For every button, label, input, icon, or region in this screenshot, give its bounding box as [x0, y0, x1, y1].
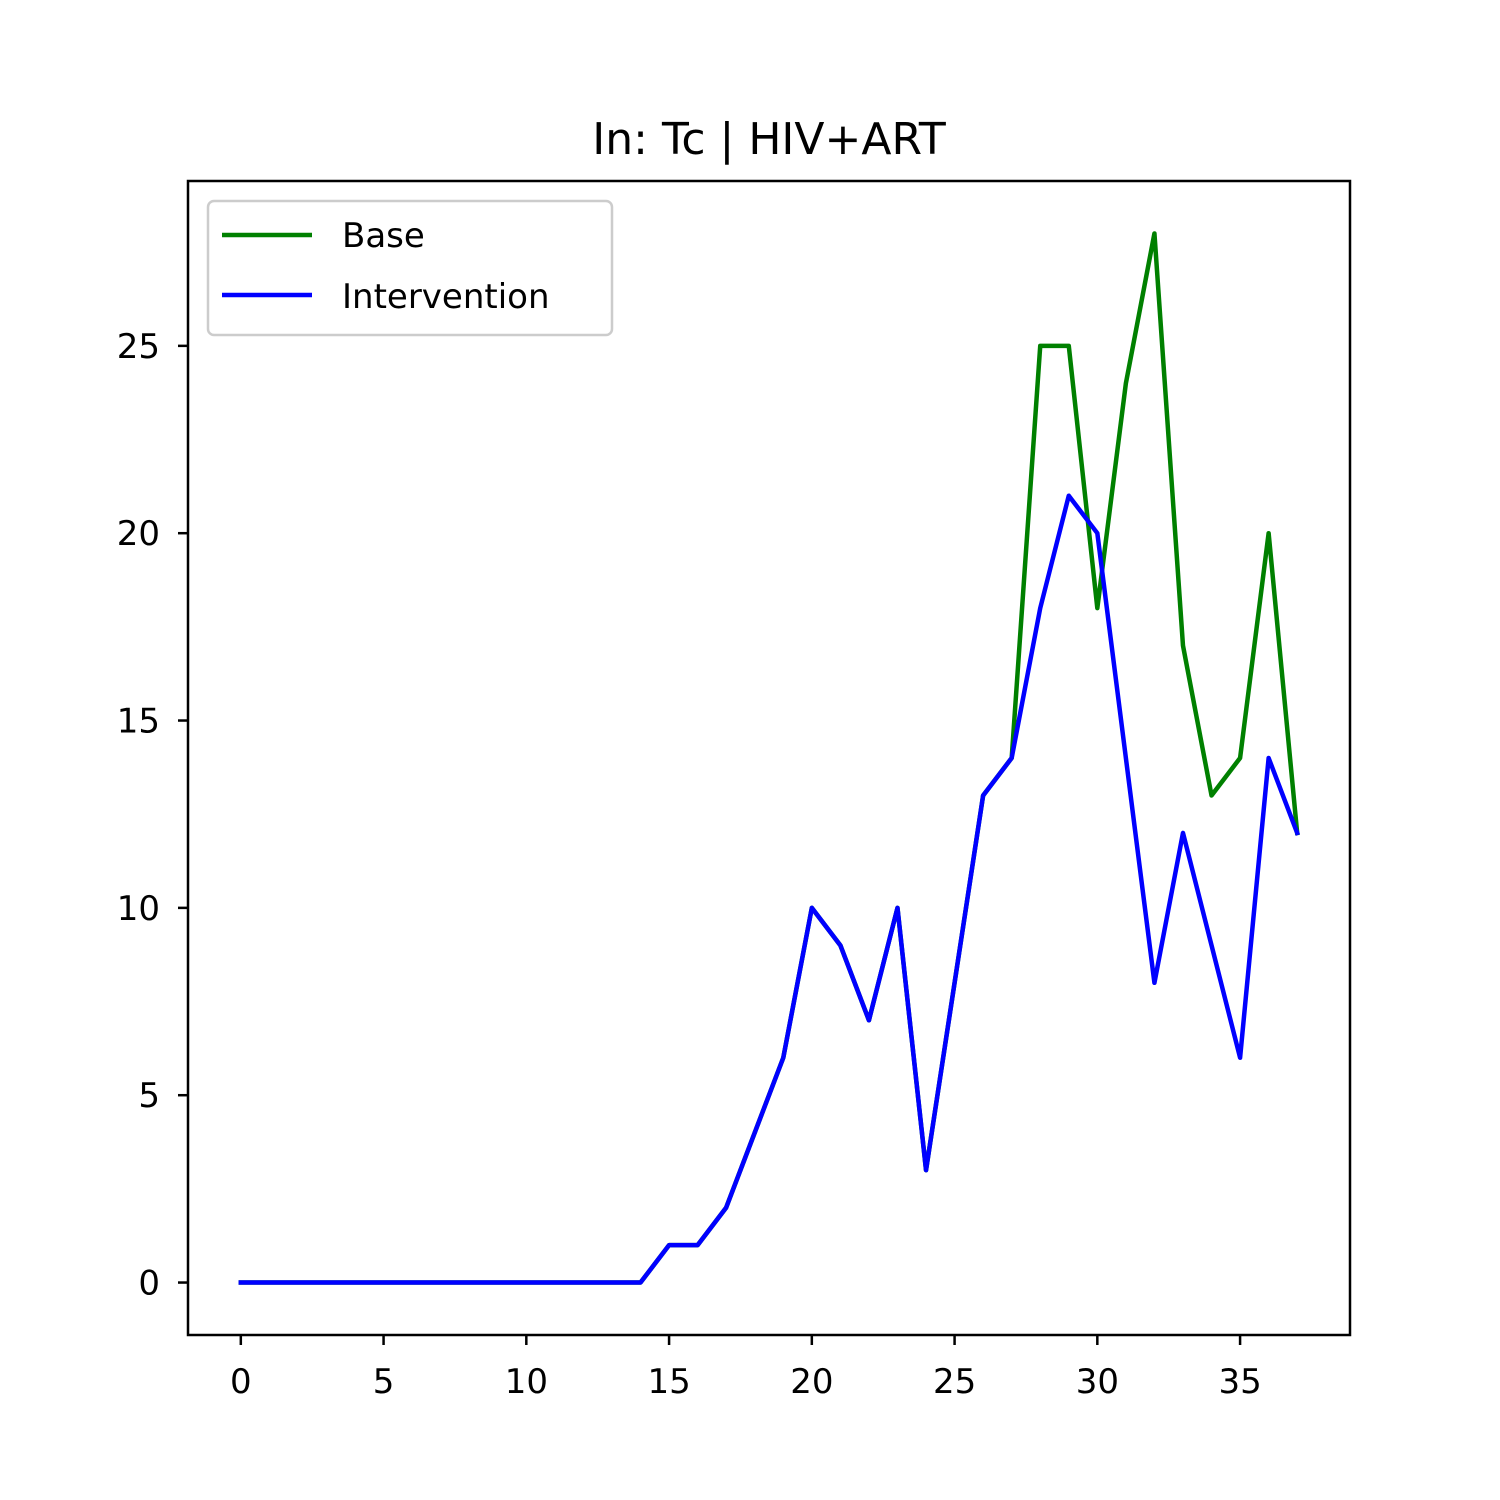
- x-tick-label: 35: [1218, 1362, 1261, 1402]
- x-tick-label: 30: [1076, 1362, 1119, 1402]
- legend-label-intervention: Intervention: [342, 277, 550, 317]
- y-axis: 0 5 10 15 20 25: [117, 327, 188, 1304]
- series-layer: [238, 231, 1301, 1285]
- plot-frame: [186, 179, 1352, 1337]
- y-tick-label: 5: [138, 1076, 160, 1116]
- legend-label-base: Base: [342, 216, 425, 256]
- x-tick-label: 20: [790, 1362, 833, 1402]
- chart-title: In: Tc | HIV+ART: [592, 114, 946, 165]
- y-tick-label: 10: [117, 889, 160, 929]
- y-tick-label: 15: [117, 702, 160, 742]
- x-tick-label: 5: [373, 1362, 395, 1402]
- x-axis: 0 5 10 15 20 25 30 35: [230, 1335, 1262, 1402]
- y-tick-label: 20: [117, 514, 160, 554]
- x-tick-label: 25: [933, 1362, 976, 1402]
- y-tick-label: 0: [138, 1264, 160, 1304]
- legend: Base Intervention: [206, 199, 614, 337]
- series-line-intervention: [238, 493, 1301, 1285]
- x-tick-label: 10: [505, 1362, 548, 1402]
- x-tick-label: 0: [230, 1362, 252, 1402]
- y-tick-label: 25: [117, 327, 160, 367]
- x-tick-label: 15: [647, 1362, 690, 1402]
